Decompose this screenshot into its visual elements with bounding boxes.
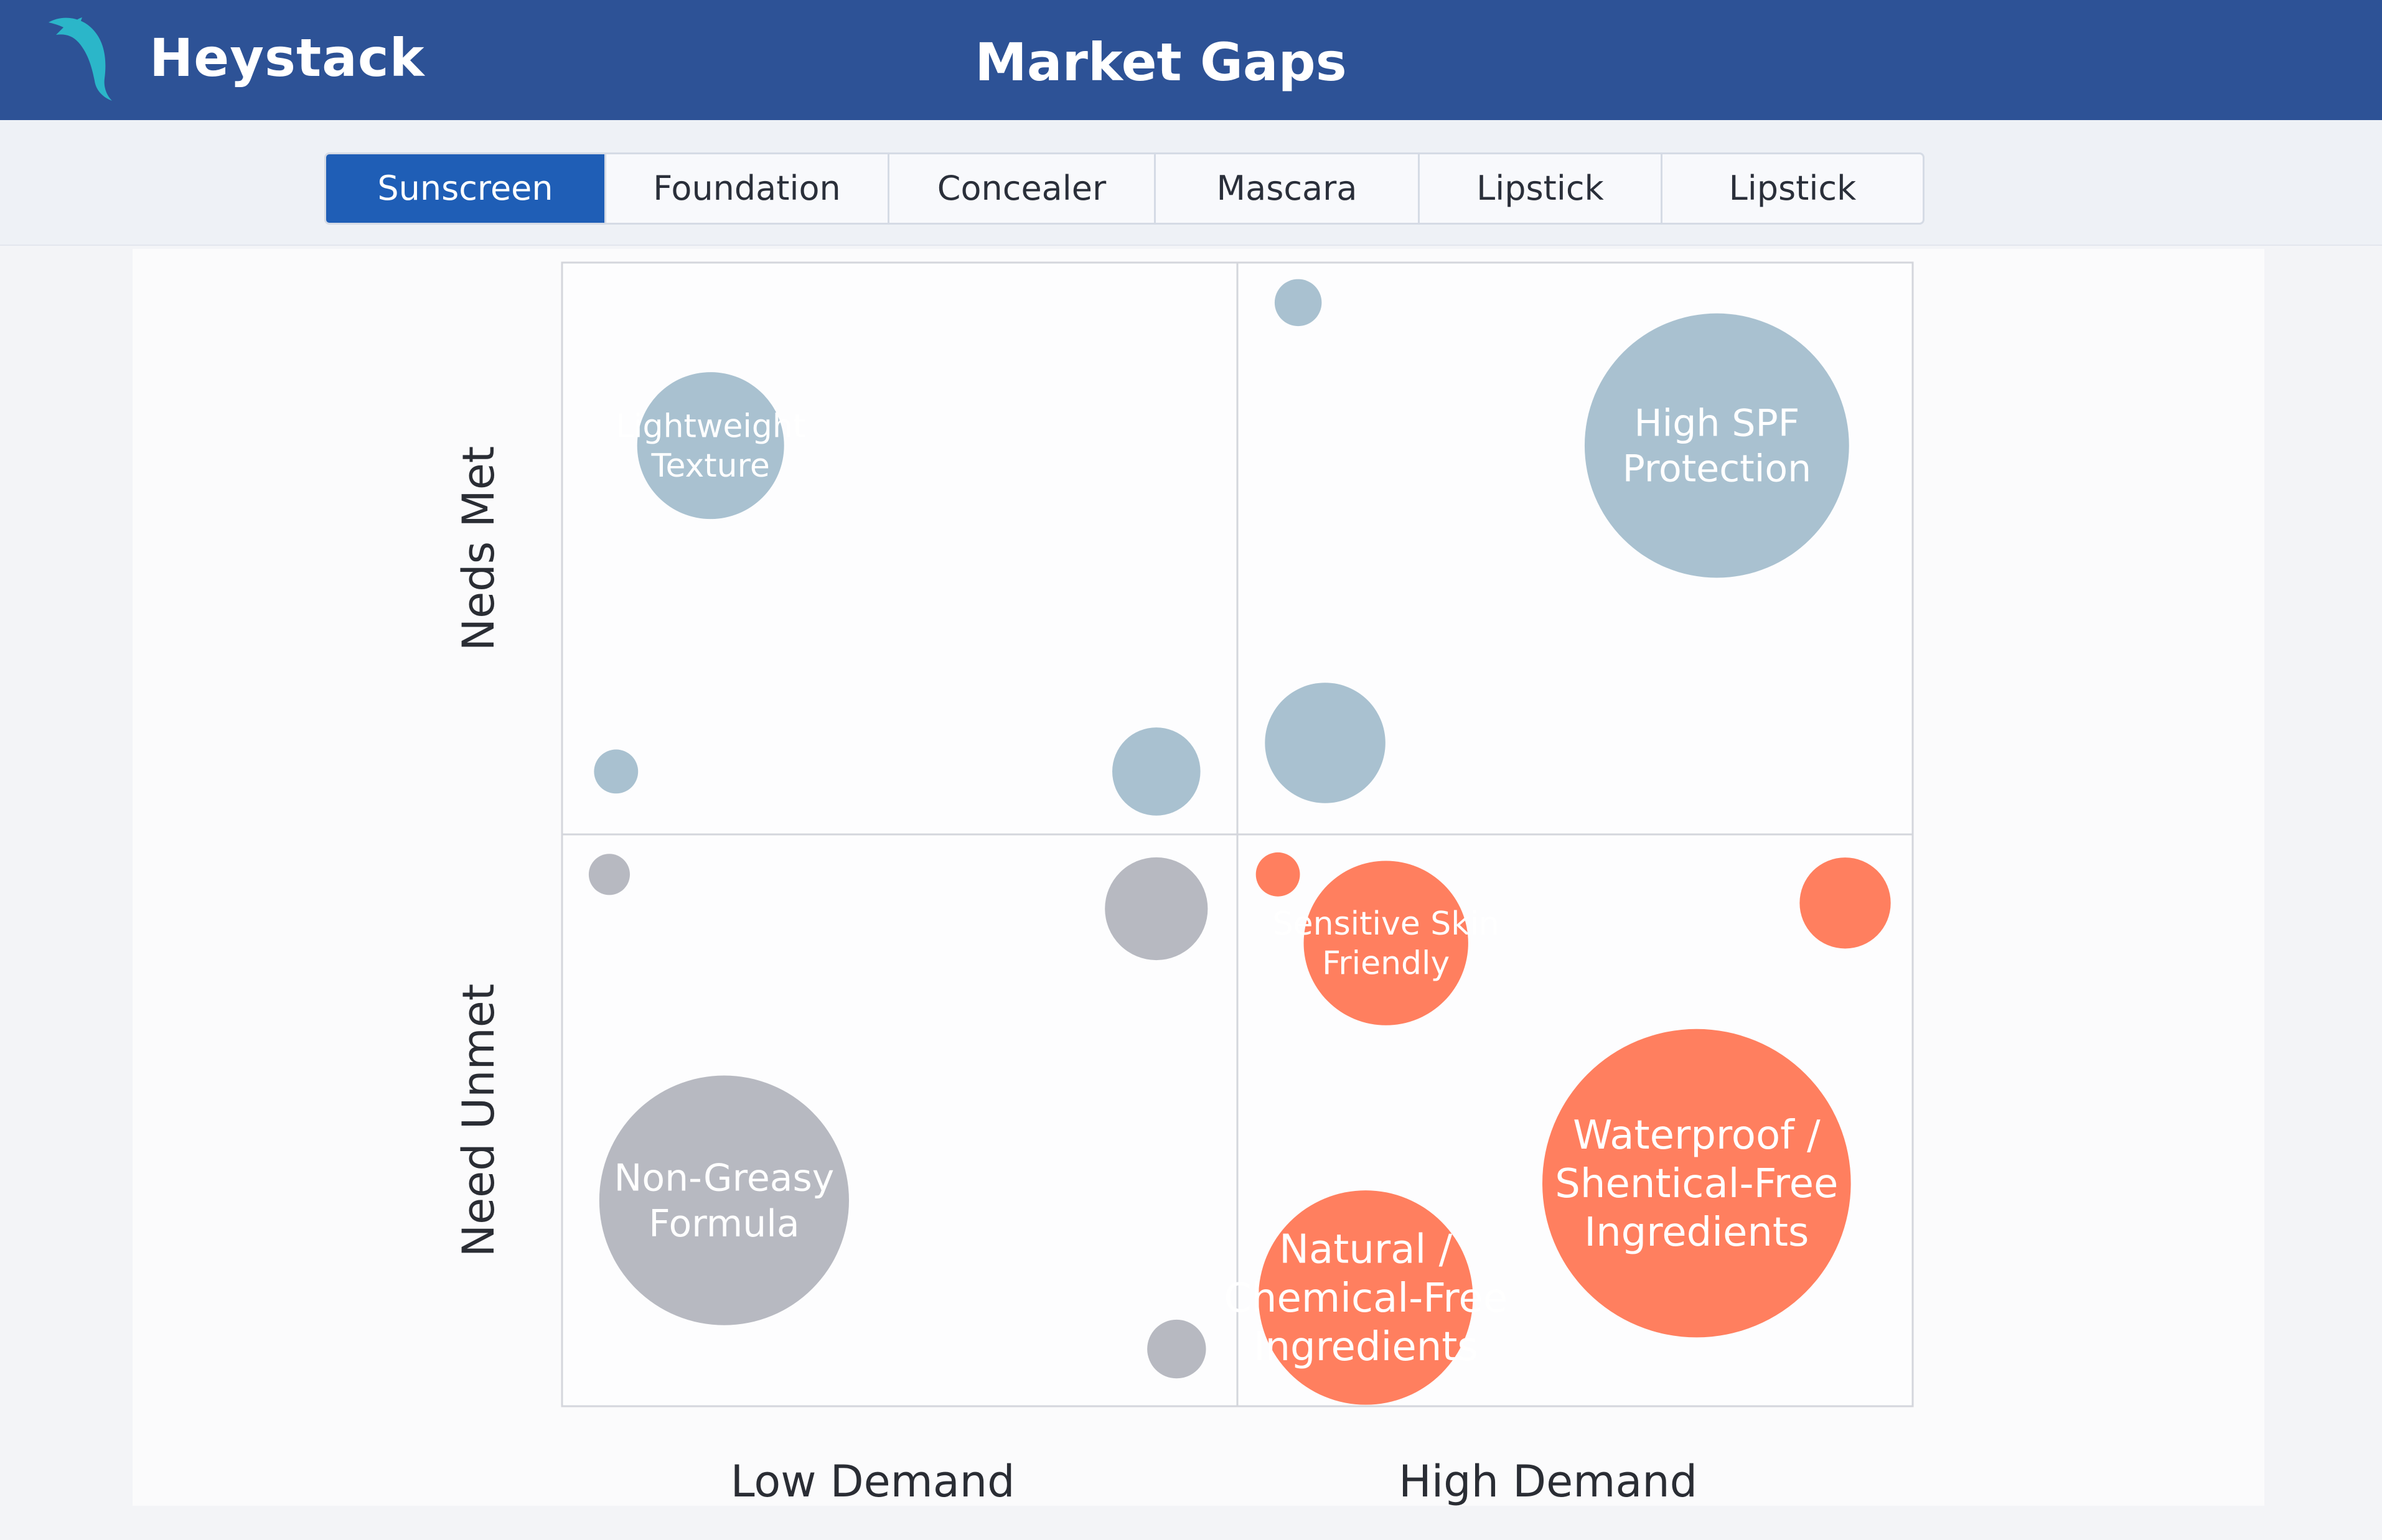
category-tabs: Sunscreen Foundation Concealer Mascara L… [324, 152, 1925, 225]
bubble-label-line: Natural / [1279, 1227, 1452, 1273]
bubble-label-line: Lightweight [616, 408, 805, 446]
bubble-4 [1274, 279, 1322, 327]
bubble-label-line: Formula [649, 1202, 800, 1246]
bubble-label-line: Ingredients [1254, 1324, 1478, 1370]
bubble-label-line: Friendly [1322, 945, 1450, 982]
bubble-label-5: High SPF Protection [1623, 401, 1812, 490]
bubble-label-line: Ingredients [1584, 1210, 1809, 1256]
x-axis-label-2: High Demand [1399, 1456, 1697, 1506]
tab-lipstick-2[interactable]: Lipstick [1728, 169, 1857, 208]
market-gaps-chart: Lightweight Texture High SPF Protection Non-… [453, 261, 1914, 1506]
bubble-2 [594, 749, 639, 794]
y-axis-label-1: Neds Met [453, 446, 504, 651]
tab-sunscreen[interactable]: Sunscreen [326, 154, 606, 223]
bubble-13 [1799, 857, 1891, 949]
bubble-label-1: Lightweight Texture [616, 408, 805, 485]
bubble-14 [1542, 1029, 1851, 1338]
tab-mascara[interactable]: Mascara [1156, 154, 1420, 223]
bubble-12 [1303, 861, 1468, 1025]
bubble-label-line: Texture [651, 447, 770, 485]
bubble-3 [1112, 727, 1201, 816]
bubble-label-line: High SPF [1634, 401, 1799, 445]
bubble-8 [1105, 857, 1208, 961]
bubble-6 [1265, 683, 1386, 803]
bubble-label-14: Waterproof / Shentical-Free Ingredients [1555, 1113, 1838, 1256]
bubble-label-line: Sensitive Skin [1273, 905, 1499, 943]
bubble-15 [1258, 1190, 1473, 1405]
bubble-5 [1584, 313, 1849, 578]
app-header: Heystack Market Gaps [0, 0, 2382, 120]
y-axis-label-2: Need Unmet [453, 984, 504, 1257]
bubble-11 [1255, 852, 1300, 897]
bubble-1 [637, 372, 784, 520]
bubble-label-line: Protection [1623, 447, 1812, 491]
bubble-label-line: Waterproof / [1573, 1113, 1821, 1159]
page-title: Market Gaps [975, 32, 1347, 93]
bubble-label-9: Non-Greasy Formula [614, 1157, 835, 1246]
dolphin-icon [49, 17, 112, 101]
x-axis-label-1: Low Demand [731, 1456, 1015, 1506]
tab-foundation[interactable]: Foundation [606, 154, 889, 223]
bubble-7 [588, 854, 630, 895]
bubble-label-line: Non-Greasy [614, 1157, 835, 1200]
chart-panel: Lightweight Texture High SPF Protection Non-… [133, 249, 2264, 1506]
bubble-label-line: Chemical-Free [1224, 1276, 1508, 1322]
tab-concealer[interactable]: Concealer [889, 154, 1156, 223]
bubble-label-12: Sensitive Skin Friendly [1273, 905, 1499, 982]
bubble-label-15: Natural / Chemical-Free Ingredients [1224, 1227, 1508, 1370]
bubble-9 [599, 1075, 849, 1325]
bubble-10 [1147, 1319, 1206, 1379]
tab-lipstick[interactable]: Lipstick [1420, 154, 1662, 223]
bubble-label-line: Shentical-Free [1555, 1161, 1838, 1207]
brand-name: Heystack [149, 27, 425, 88]
